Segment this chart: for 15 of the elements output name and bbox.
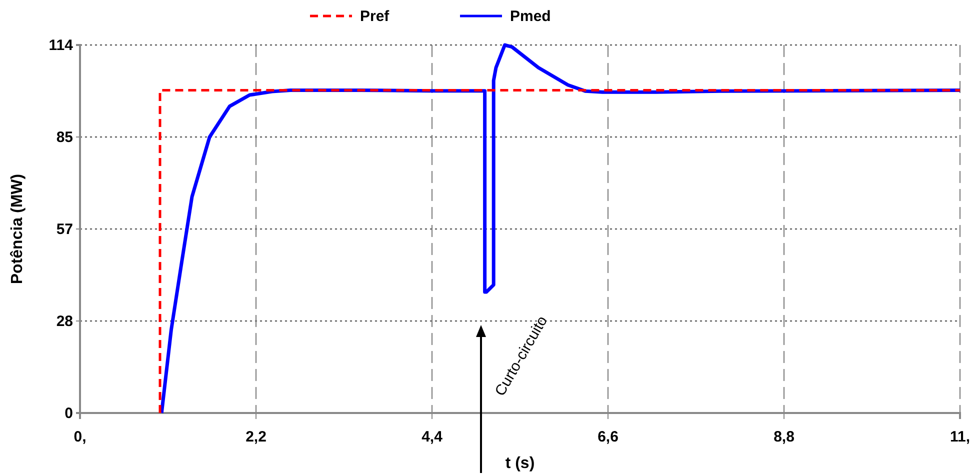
y-tick-label: 85	[56, 128, 73, 146]
x-tick-label: 11,	[950, 428, 970, 446]
x-tick-label: 2,2	[246, 428, 266, 446]
x-tick-label: 6,6	[598, 428, 618, 446]
x-axis-title: t (s)	[505, 455, 535, 472]
x-tick-label: 4,4	[422, 428, 444, 446]
legend-label: Pref	[360, 8, 390, 25]
y-axis-title: Potência (MW)	[9, 174, 26, 284]
x-tick-label: 0,	[74, 428, 86, 446]
y-tick-label: 0	[64, 404, 73, 422]
y-tick-label: 114	[48, 36, 74, 54]
y-tick-label: 28	[56, 312, 73, 330]
x-tick-label: 8,8	[774, 428, 794, 446]
legend-label: Pmed	[510, 8, 551, 25]
y-tick-label: 57	[56, 220, 73, 238]
